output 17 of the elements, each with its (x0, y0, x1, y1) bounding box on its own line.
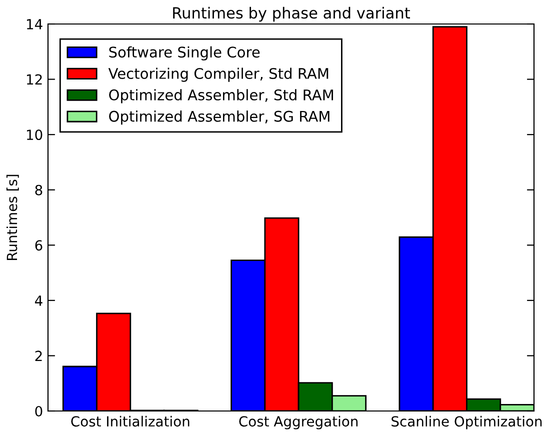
y-tick-label: 8 (35, 184, 42, 196)
y-tick-label: 12 (26, 74, 42, 85)
y-tick-label: 6 (35, 240, 42, 251)
x-tick-label: Scanline Optimization (392, 416, 542, 430)
legend-label: Software Single Core (109, 46, 260, 60)
legend-label: Optimized Assembler, Std RAM (109, 89, 334, 104)
y-tick-label: 4 (34, 296, 42, 306)
legend-label: Optimized Assembler, SG RAM (109, 110, 330, 125)
legend-label: Vectorizing Compiler, Std RAM (108, 68, 328, 82)
y-tick-label: 0 (35, 406, 42, 416)
y-tick-label: 2 (35, 350, 42, 361)
y-tick-label: 14 (26, 19, 42, 30)
x-tick-label: Cost Initialization (71, 416, 190, 427)
y-axis-title: Runtimes [s] (6, 174, 19, 260)
y-tick-label: 10 (26, 130, 42, 140)
x-tick-label: Cost Aggregation (239, 416, 358, 430)
chart-title: Runtimes by phase and variant (173, 6, 410, 22)
